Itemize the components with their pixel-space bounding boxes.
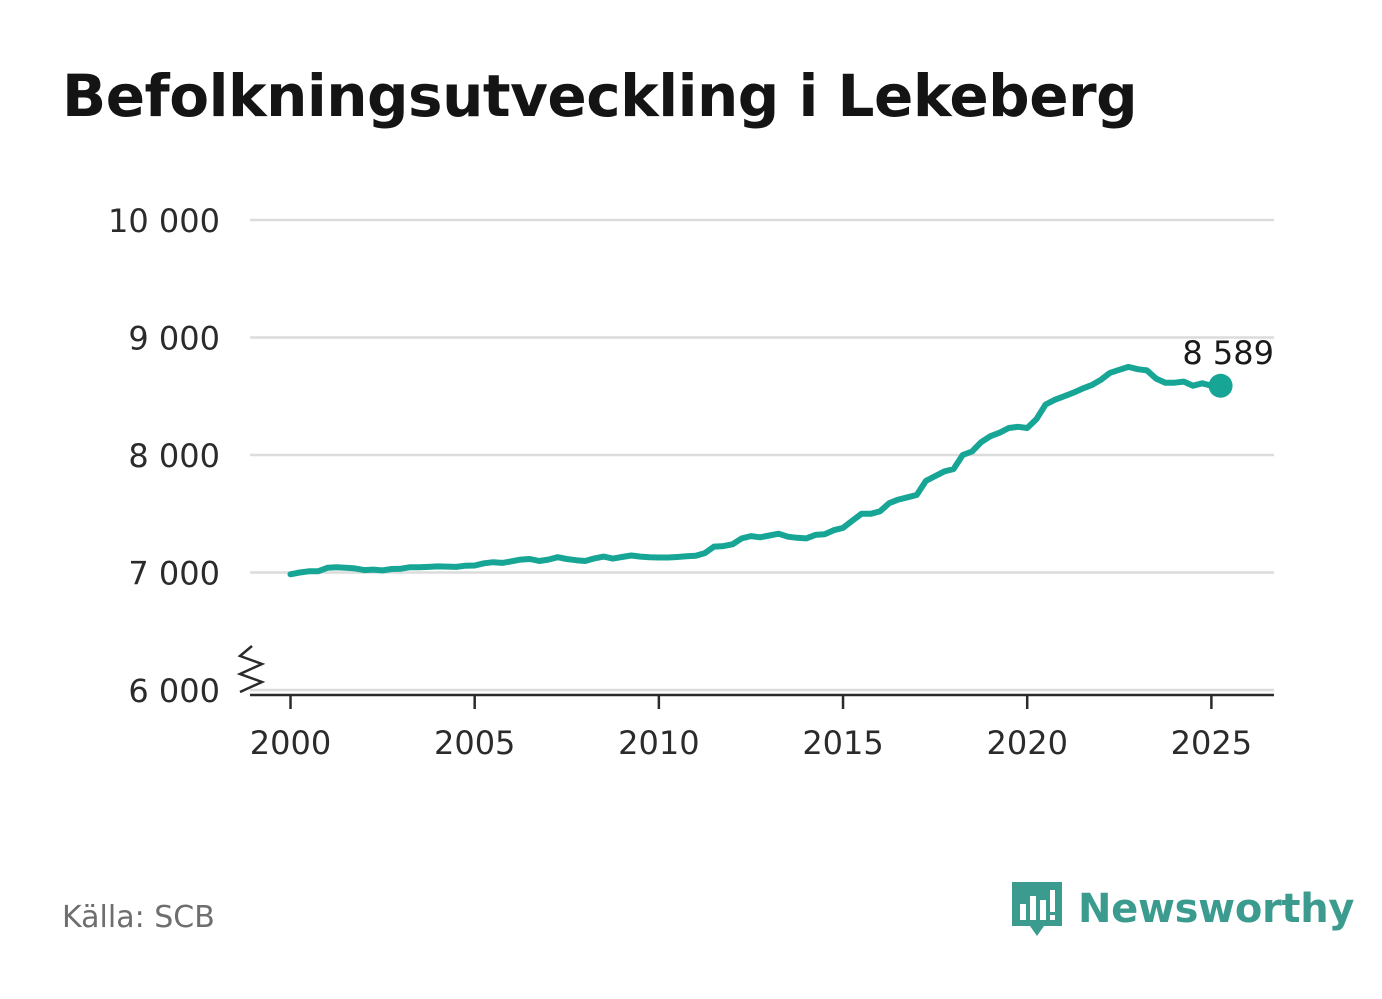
y-tick-label: 6 000 [128, 672, 220, 710]
end-point-marker [1208, 373, 1233, 398]
y-tick-labels: 6 000 7 000 8 000 9 000 10 000 [108, 202, 220, 710]
chart-title: Befolkningsutveckling i Lekeberg [62, 62, 1138, 130]
axis-break-icon [236, 645, 266, 694]
x-tick-label: 2020 [986, 724, 1067, 762]
brand-name: Newsworthy [1078, 886, 1355, 932]
annotations: 8 589 [1182, 334, 1274, 372]
x-tick-label: 2005 [434, 724, 515, 762]
y-tick-label: 10 000 [108, 202, 220, 240]
bar-chart-speech-bubble-icon [1012, 882, 1062, 936]
x-tick-label: 2015 [802, 724, 883, 762]
axes [236, 645, 1274, 709]
x-tick-labels: 2000 2005 2010 2015 2020 2025 [250, 724, 1252, 762]
end-value-label: 8 589 [1182, 334, 1274, 372]
source-note: Källa: SCB [62, 900, 215, 935]
x-tick-label: 2000 [250, 724, 331, 762]
brand-logo: Newsworthy [1010, 878, 1355, 940]
gridlines [250, 218, 1274, 692]
x-tick-label: 2025 [1171, 724, 1252, 762]
x-tick-label: 2010 [618, 724, 699, 762]
series [287, 363, 1233, 578]
series-line [287, 363, 1224, 578]
y-tick-label: 7 000 [128, 555, 220, 593]
y-tick-label: 9 000 [128, 320, 220, 358]
y-tick-label: 8 000 [128, 437, 220, 475]
